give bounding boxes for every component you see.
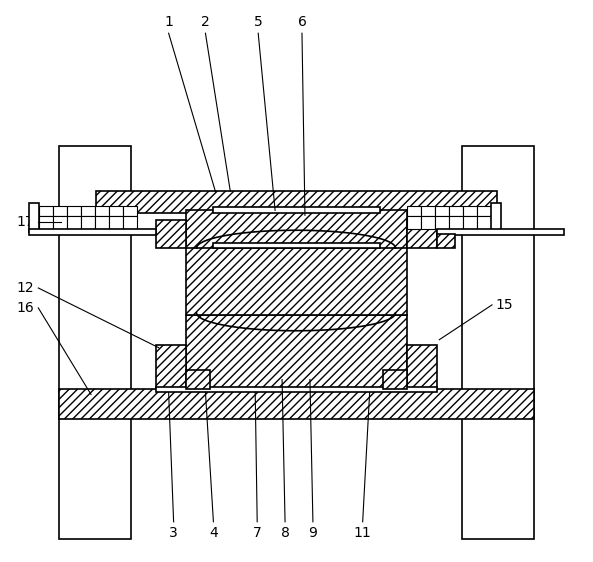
Bar xyxy=(477,206,491,216)
Text: 5: 5 xyxy=(254,15,263,29)
Bar xyxy=(156,345,186,389)
Bar xyxy=(186,210,407,248)
Text: 12: 12 xyxy=(17,281,34,295)
Text: 2: 2 xyxy=(201,15,210,29)
Bar xyxy=(59,389,534,419)
Bar xyxy=(437,229,564,235)
Bar xyxy=(477,216,491,229)
Text: 3: 3 xyxy=(169,526,178,540)
Bar xyxy=(67,216,81,229)
Bar xyxy=(67,206,81,216)
Bar xyxy=(213,207,380,214)
Bar xyxy=(435,206,449,216)
Text: 6: 6 xyxy=(298,15,307,29)
Bar xyxy=(463,216,477,229)
Text: 7: 7 xyxy=(253,526,262,540)
Bar xyxy=(123,206,137,216)
Bar xyxy=(407,220,437,248)
Bar xyxy=(123,216,137,229)
Bar xyxy=(437,234,455,248)
Bar xyxy=(186,370,211,389)
Bar xyxy=(81,206,95,216)
Bar xyxy=(382,370,407,389)
Text: 4: 4 xyxy=(209,526,218,540)
Bar xyxy=(53,216,67,229)
Bar xyxy=(462,146,534,539)
Bar xyxy=(407,345,437,389)
Text: 8: 8 xyxy=(280,526,289,540)
Bar xyxy=(39,216,53,229)
Bar xyxy=(422,206,435,216)
Bar xyxy=(407,206,422,216)
Bar xyxy=(491,203,501,232)
Bar xyxy=(81,216,95,229)
Bar xyxy=(59,146,131,539)
Text: 1: 1 xyxy=(164,15,173,29)
Bar xyxy=(53,206,67,216)
Text: 9: 9 xyxy=(308,526,317,540)
Bar xyxy=(186,245,407,315)
Bar xyxy=(435,216,449,229)
Bar xyxy=(449,206,463,216)
Bar xyxy=(213,243,380,248)
Bar xyxy=(96,192,497,214)
Bar xyxy=(156,220,186,248)
Bar xyxy=(422,216,435,229)
Bar xyxy=(29,203,39,232)
Bar xyxy=(95,216,109,229)
Bar xyxy=(109,216,123,229)
Bar xyxy=(29,229,156,235)
Bar xyxy=(186,315,407,389)
Bar xyxy=(109,206,123,216)
Text: 15: 15 xyxy=(495,298,512,312)
Text: 17: 17 xyxy=(17,215,34,229)
Bar xyxy=(95,206,109,216)
Bar xyxy=(156,387,437,392)
Text: 11: 11 xyxy=(354,526,372,540)
Bar xyxy=(39,206,53,216)
Text: 16: 16 xyxy=(17,301,34,315)
Bar xyxy=(463,206,477,216)
Bar xyxy=(407,216,422,229)
Bar xyxy=(449,216,463,229)
